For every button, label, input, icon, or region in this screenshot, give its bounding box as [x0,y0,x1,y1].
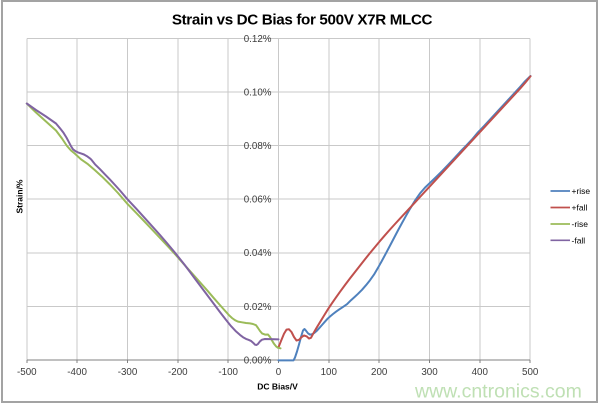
svg-text:Strain/%: Strain/% [15,179,25,213]
svg-text:0.04%: 0.04% [244,248,272,259]
svg-text:0.06%: 0.06% [244,195,272,206]
svg-text:+fall: +fall [572,203,588,213]
svg-text:200: 200 [371,367,388,378]
svg-text:0.00%: 0.00% [244,355,272,366]
svg-text:-200: -200 [168,367,188,378]
svg-text:0.08%: 0.08% [244,141,272,152]
svg-text:0.10%: 0.10% [244,87,272,98]
svg-text:0.12%: 0.12% [244,34,272,45]
svg-text:+rise: +rise [572,186,591,196]
svg-text:400: 400 [472,367,489,378]
svg-text:500: 500 [522,367,539,378]
svg-text:0: 0 [276,367,282,378]
svg-text:-300: -300 [118,367,138,378]
svg-text:-rise: -rise [572,219,589,229]
svg-text:300: 300 [421,367,438,378]
svg-text:-fall: -fall [572,235,586,245]
svg-text:-400: -400 [67,367,87,378]
svg-text:www.cntronics.com: www.cntronics.com [414,381,582,403]
svg-text:-100: -100 [218,367,238,378]
svg-text:DC Bias/V: DC Bias/V [257,382,298,392]
svg-text:100: 100 [321,367,338,378]
svg-text:-500: -500 [17,367,37,378]
svg-text:0.02%: 0.02% [244,302,272,313]
svg-text:Strain vs DC Bias for 500V X7R: Strain vs DC Bias for 500V X7R MLCC [172,12,433,29]
